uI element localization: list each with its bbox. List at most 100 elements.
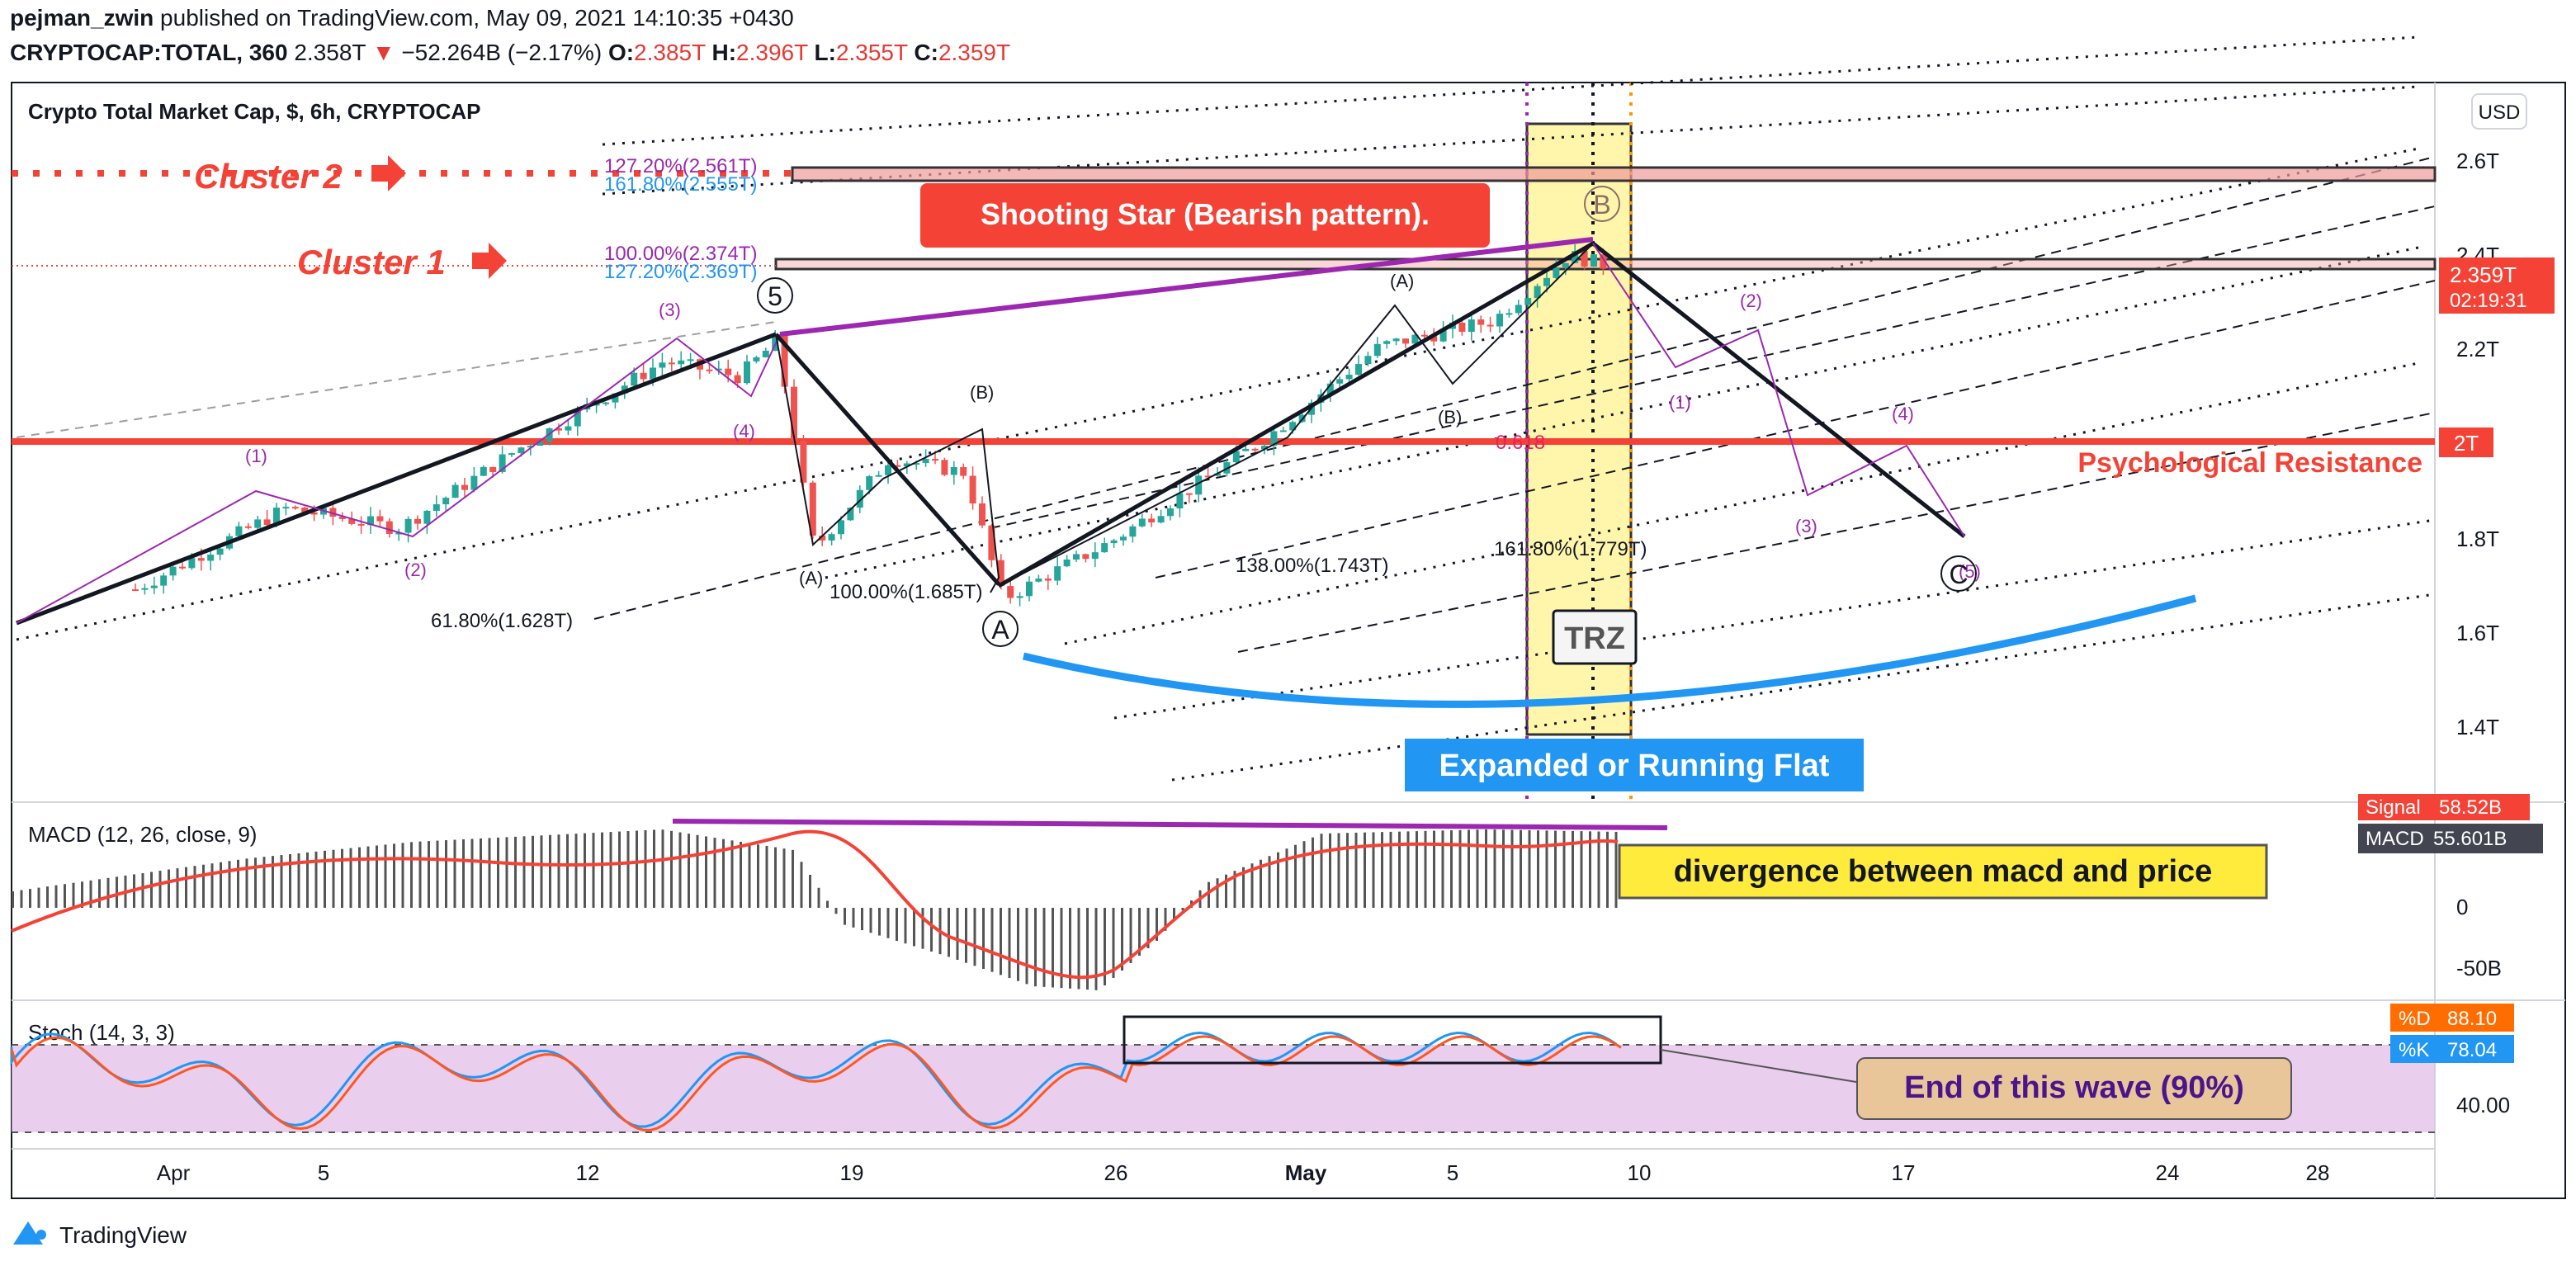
end-wave-callout[interactable] bbox=[1856, 1057, 2292, 1120]
wave-label: (2) bbox=[404, 560, 427, 580]
macd-bar bbox=[1502, 829, 1505, 908]
signal-badge bbox=[2358, 794, 2530, 820]
macd-bar bbox=[1277, 852, 1279, 908]
macd-bar bbox=[54, 885, 58, 908]
candle-body bbox=[1458, 323, 1466, 333]
macd-bar bbox=[176, 868, 179, 908]
candle-body bbox=[1383, 341, 1391, 344]
candle-body bbox=[1044, 579, 1052, 581]
wave-b-label: B bbox=[1593, 190, 1610, 220]
shooting-star-text: Shooting Star (Bearish pattern). bbox=[981, 197, 1430, 231]
candle-body bbox=[188, 558, 196, 569]
time-tick: 19 bbox=[840, 1160, 864, 1185]
macd-bar bbox=[98, 879, 101, 908]
cluster-labels: Cluster 2 Cluster 1 bbox=[194, 155, 507, 281]
macd-bar bbox=[713, 838, 716, 908]
publish-info: pejman_zwin published on TradingView.com… bbox=[10, 5, 794, 31]
time-tick: 12 bbox=[576, 1160, 600, 1185]
macd-bar bbox=[168, 869, 170, 908]
candle-body bbox=[1477, 319, 1485, 325]
macd-tick: 0 bbox=[2456, 895, 2468, 919]
macd-bar bbox=[272, 856, 274, 908]
cluster-2-zone[interactable] bbox=[791, 166, 2437, 182]
candle-body bbox=[329, 508, 337, 517]
candle-body bbox=[950, 466, 957, 475]
candle-body bbox=[254, 519, 262, 528]
flat-callout[interactable] bbox=[1405, 739, 1864, 791]
macd-bar bbox=[1233, 871, 1236, 908]
price-change: −52.264B (−2.17%) bbox=[401, 40, 603, 65]
macd-bar bbox=[817, 887, 820, 908]
macd-bar bbox=[1597, 831, 1600, 908]
candle-body bbox=[1251, 448, 1259, 451]
macd-bar bbox=[1138, 908, 1141, 956]
candle-body bbox=[762, 350, 769, 357]
macd-bar bbox=[1554, 830, 1557, 908]
logo-dot-icon bbox=[36, 1230, 46, 1240]
candle-body bbox=[997, 560, 1004, 587]
macd-signal-line bbox=[11, 829, 1619, 980]
macd-bar bbox=[626, 831, 630, 908]
macd-bar bbox=[1485, 829, 1487, 908]
candle-body bbox=[1355, 364, 1362, 376]
symbol-name[interactable]: CRYPTOCAP:TOTAL, 360 bbox=[10, 40, 288, 65]
candle-body bbox=[1167, 508, 1174, 517]
macd-bar bbox=[956, 908, 959, 960]
trz-label-box[interactable] bbox=[1552, 609, 1638, 665]
macd-bar bbox=[973, 908, 976, 966]
macd-bar bbox=[1173, 908, 1175, 921]
macd-bar bbox=[1398, 831, 1401, 908]
candle-body bbox=[819, 535, 826, 541]
author-name[interactable]: pejman_zwin bbox=[10, 5, 154, 31]
macd-bar bbox=[1242, 867, 1245, 908]
current-price-badge bbox=[2439, 257, 2555, 314]
wave-lines bbox=[16, 237, 1966, 626]
wave-label: (B) bbox=[1438, 407, 1462, 428]
macd-badge bbox=[2358, 824, 2543, 853]
macd-bar bbox=[445, 840, 447, 908]
divergence-callout[interactable] bbox=[1618, 843, 2268, 900]
currency-button[interactable] bbox=[2471, 93, 2527, 130]
candle-body bbox=[885, 465, 891, 475]
candle-body bbox=[207, 555, 215, 561]
macd-bar bbox=[782, 848, 786, 908]
arrow-right-icon bbox=[472, 243, 507, 279]
macd-bar bbox=[12, 891, 14, 908]
cluster-1-label: Cluster 1 bbox=[297, 243, 446, 281]
macd-bar bbox=[609, 832, 612, 908]
candle-body bbox=[480, 466, 487, 476]
candle-body bbox=[603, 402, 609, 404]
macd-bar bbox=[549, 834, 551, 908]
macd-bar bbox=[1545, 830, 1548, 908]
shooting-star-callout[interactable] bbox=[920, 183, 1490, 248]
macd-bar bbox=[1354, 832, 1358, 908]
candle-body bbox=[1148, 518, 1156, 522]
candle-body bbox=[744, 361, 750, 384]
candle-body bbox=[1420, 334, 1428, 337]
candle-body bbox=[1468, 319, 1475, 333]
stoch-highlight-box[interactable] bbox=[1123, 1015, 1662, 1065]
wave-label: (1) bbox=[245, 446, 267, 466]
macd-bar bbox=[592, 833, 595, 908]
fib-label: 100.00%(2.374T) bbox=[604, 243, 757, 265]
macd-bar bbox=[116, 876, 118, 908]
tradingview-logo[interactable]: TradingView bbox=[13, 1221, 187, 1248]
macd-bar bbox=[722, 838, 725, 908]
macd-bar bbox=[1285, 848, 1288, 908]
candle-body bbox=[1063, 560, 1071, 567]
main-chart-title: Crypto Total Market Cap, $, 6h, CRYPTOCA… bbox=[28, 99, 481, 124]
macd-bar bbox=[1450, 830, 1453, 908]
macd-bar bbox=[1164, 908, 1167, 931]
macd-bar bbox=[532, 835, 534, 908]
candle-body bbox=[1035, 579, 1042, 582]
macd-bar bbox=[1181, 908, 1184, 911]
macd-bar bbox=[566, 834, 569, 908]
candle-body bbox=[179, 566, 186, 569]
countdown-label: 02:19:31 bbox=[2450, 290, 2526, 312]
macd-bar bbox=[1424, 830, 1427, 908]
macd-bar bbox=[1537, 830, 1539, 908]
macd-bar bbox=[522, 836, 526, 908]
macd-bar bbox=[1156, 908, 1158, 941]
candle-body bbox=[216, 548, 224, 555]
